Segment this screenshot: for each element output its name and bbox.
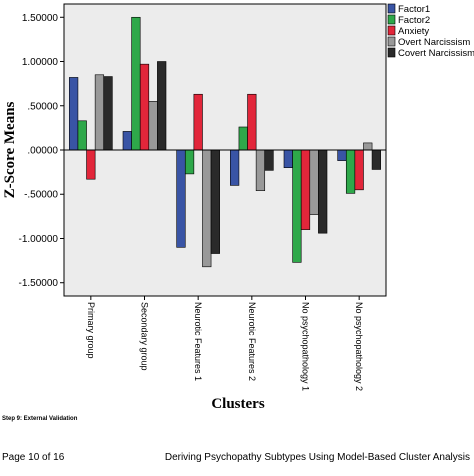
x-category-label: Neurotic Features 1	[193, 302, 203, 381]
bar-factor2	[292, 149, 302, 263]
bar-factor2	[131, 16, 141, 151]
bar-factor1	[176, 149, 186, 248]
y-tick-label: 1.50000	[22, 13, 59, 24]
bar-anxiety	[247, 93, 257, 151]
bar-anxiety	[139, 63, 150, 151]
bar-anxiety	[300, 149, 311, 230]
y-axis-ticks: 1.50000 1.00000 .50000 .00000 -.50000 -1.0000…	[19, 13, 64, 289]
bar-overt-narcissism	[148, 101, 158, 151]
y-tick-label: -.50000	[24, 190, 58, 201]
x-axis-label: Clusters	[211, 396, 264, 412]
x-category-label: Neurotic Features 2	[247, 302, 257, 381]
bar-covert-narcissism	[210, 149, 220, 254]
bar-overt-narcissism	[255, 149, 266, 192]
bar-covert-narcissism	[371, 149, 381, 170]
bar-factor1	[283, 149, 293, 168]
x-category-label: No psychopathology 1	[301, 302, 311, 391]
y-tick-label: .00000	[27, 146, 58, 157]
legend-swatch	[387, 3, 396, 14]
y-tick-label: .50000	[27, 101, 58, 112]
legend-swatch	[387, 36, 396, 47]
bar-factor2	[238, 126, 248, 151]
bar-covert-narcissism	[103, 76, 113, 151]
y-tick-label: 1.00000	[22, 57, 59, 68]
bar-anxiety	[193, 93, 203, 151]
running-title: Deriving Psychopathy Subtypes Using Mode…	[164, 452, 470, 463]
bar-factor1	[337, 149, 347, 161]
legend-swatch	[387, 14, 396, 25]
bar-factor2	[184, 149, 195, 175]
legend-entry-factor2: Factor2	[398, 15, 430, 26]
bar-overt-narcissism	[94, 74, 105, 151]
bar-factor1	[122, 131, 132, 151]
bar-overt-narcissism	[309, 149, 319, 215]
bar-factor1	[230, 149, 240, 186]
legend-entry-covert-narcissism: Covert Narcissism	[398, 48, 474, 59]
y-tick-label: -1.50000	[19, 278, 59, 289]
legend-entry-factor1: Factor1	[398, 4, 430, 15]
x-category-label: Secondary group	[140, 302, 150, 371]
bar-factor2	[345, 149, 356, 194]
bar-overt-narcissism	[363, 142, 373, 151]
y-axis-label: Z-Score Means	[2, 101, 18, 198]
bar-anxiety	[86, 149, 96, 180]
legend-swatch	[387, 47, 396, 58]
y-tick-label: -1.00000	[19, 234, 59, 245]
bar-covert-narcissism	[318, 149, 328, 234]
legend-entry-overt-narcissism: Overt Narcissism	[398, 37, 470, 48]
x-axis-categories: Primary group Secondary group Neurotic Fea…	[86, 296, 364, 391]
bar-factor2	[77, 120, 87, 151]
bar-covert-narcissism	[157, 61, 167, 151]
page-number: Page 10 of 16	[2, 452, 65, 463]
bar-overt-narcissism	[202, 149, 212, 268]
x-category-label: No psychopathology 2	[354, 302, 364, 391]
x-category-label: Primary group	[86, 302, 96, 359]
legend-entry-anxiety: Anxiety	[398, 26, 429, 37]
bar-factor1	[69, 77, 79, 151]
bar-covert-narcissism	[264, 149, 274, 171]
step-note: Step 9: External Validation	[2, 416, 78, 422]
bar-anxiety	[354, 149, 364, 191]
legend-swatch	[387, 25, 396, 36]
